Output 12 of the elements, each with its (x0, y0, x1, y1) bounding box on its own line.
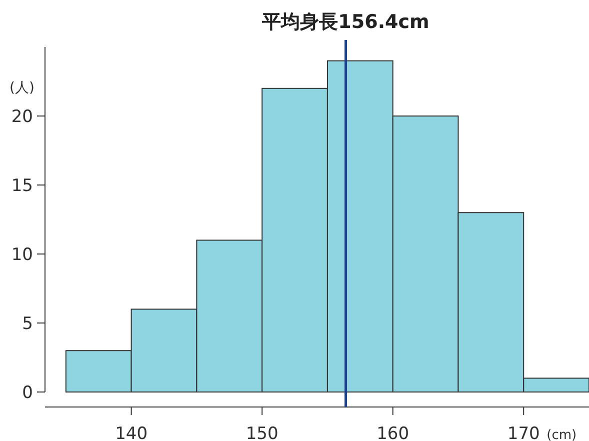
x-axis-title: (cm) (546, 428, 577, 441)
x-tick-label: 150 (246, 424, 278, 441)
x-tick-label: 170 (507, 424, 540, 441)
y-tick-label: 5 (22, 314, 33, 334)
ref-line-label: 平均身長156.4cm (261, 11, 430, 33)
y-tick-label: 15 (11, 176, 33, 196)
x-tick-label: 140 (115, 424, 148, 441)
y-tick-label: 10 (11, 245, 33, 265)
y-tick-label: 20 (11, 107, 33, 127)
y-tick-label: 0 (22, 383, 33, 403)
x-tick-label: 160 (376, 424, 410, 441)
y-axis-title: (人) (10, 80, 34, 96)
